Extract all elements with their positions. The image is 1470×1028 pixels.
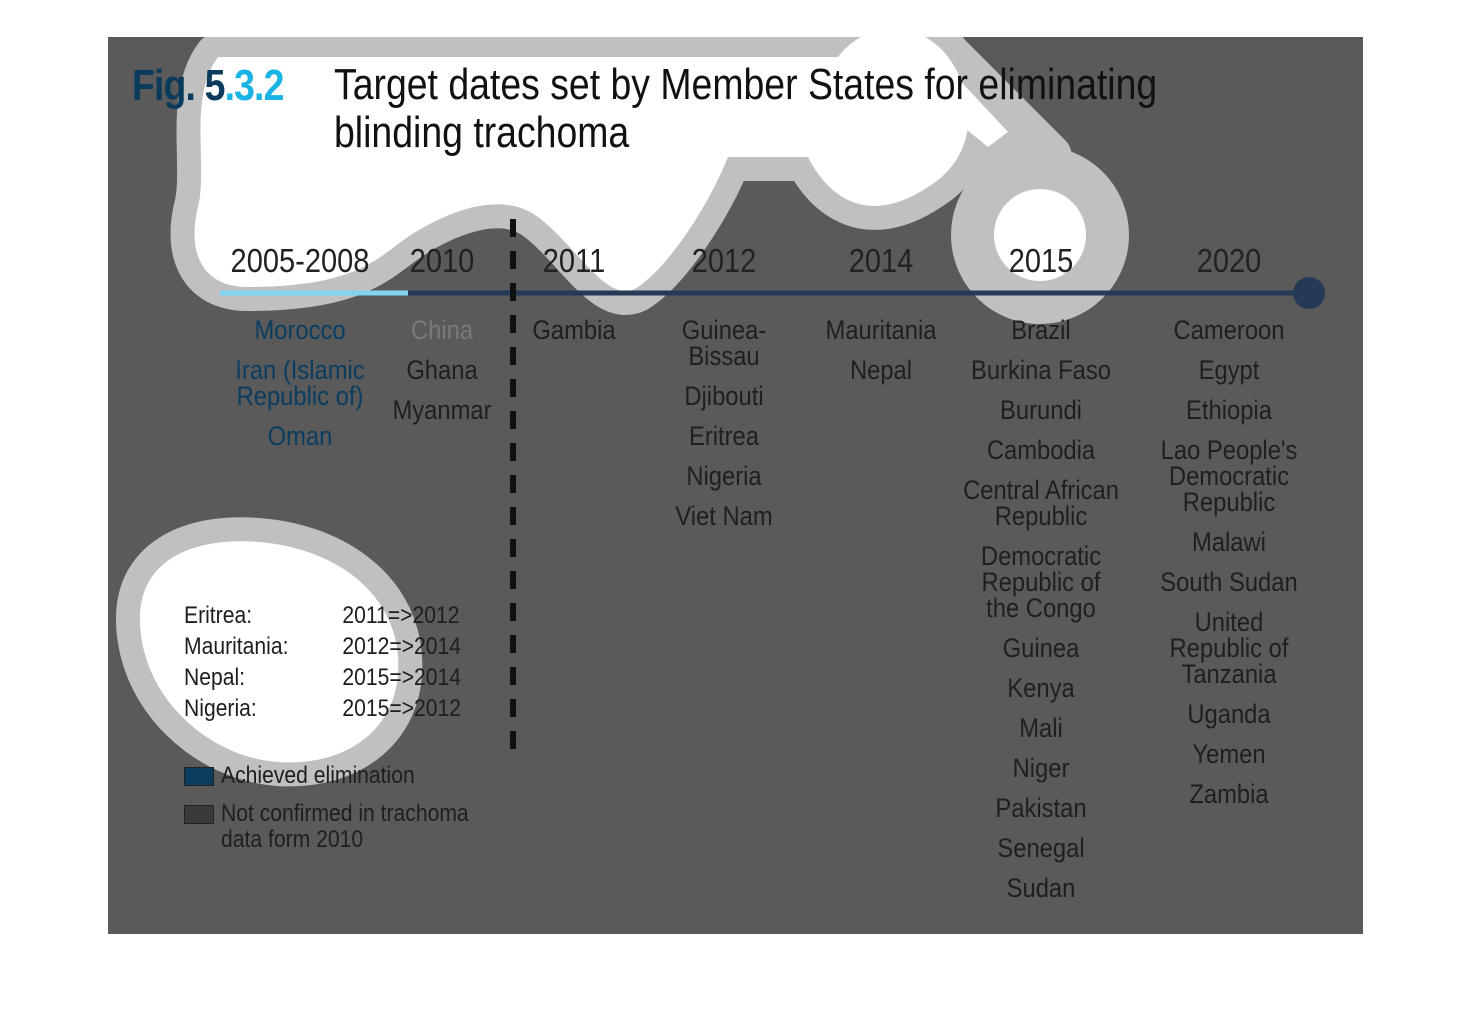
country-name: Ethiopia xyxy=(1186,395,1272,425)
figure-title: Target dates set by Member States for el… xyxy=(334,60,1158,157)
country-name: Central African Republic xyxy=(963,475,1119,531)
year-label: 2012 xyxy=(691,242,757,279)
target-date-changes: Eritrea: 2011=>2012 Mauritania: 2012=>2014… xyxy=(184,600,461,724)
year-label: 2005-2008 xyxy=(230,242,370,279)
country-name: Nigeria xyxy=(686,461,762,491)
country-name: South Sudan xyxy=(1160,567,1298,597)
country-name: Senegal xyxy=(997,833,1085,863)
country-name: Uganda xyxy=(1187,699,1271,729)
country-name: Cameroon xyxy=(1173,315,1285,345)
country-name: Viet Nam xyxy=(675,501,773,531)
country-name: Cambodia xyxy=(986,435,1096,465)
country-name: Iran (Islamic Republic of) xyxy=(235,355,365,411)
year-label: 2014 xyxy=(848,242,914,279)
country-name: Democratic Republic of the Congo xyxy=(980,541,1102,623)
country-name: Nepal xyxy=(849,355,913,385)
country-name: Oman xyxy=(267,421,333,451)
country-name: Brazil xyxy=(1011,315,1071,345)
figure-number: Fig. 5.3.2 xyxy=(132,61,284,110)
country-name: Burundi xyxy=(1000,395,1082,425)
country-column-2014: Mauritania Nepal xyxy=(824,317,938,397)
year-label: 2011 xyxy=(542,242,606,279)
figure-panel: Fig. 5.3.2 Target dates set by Member St… xyxy=(108,37,1363,934)
country-name: Pakistan xyxy=(995,793,1087,823)
change-row: Nepal: 2015=>2014 xyxy=(184,664,462,691)
country-name: Guinea-Bissau xyxy=(681,315,767,371)
year-label: 2010 xyxy=(409,242,475,279)
country-name: Morocco xyxy=(254,315,346,345)
country-name: Eritrea xyxy=(689,421,759,451)
country-name: Lao People's Democratic Republic xyxy=(1160,435,1298,517)
year-label: 2020 xyxy=(1196,242,1262,279)
country-name: Ghana xyxy=(406,355,478,385)
country-name: United Republic of Tanzania xyxy=(1169,607,1289,689)
country-column-2015: Brazil Burkina Faso Burundi Cambodia Central… xyxy=(962,317,1120,915)
country-name: Yemen xyxy=(1192,739,1266,769)
country-column-2012: Guinea-Bissau Djibouti Eritrea Nigeria Viet … xyxy=(649,317,799,543)
country-column-2010: China Ghana Myanmar xyxy=(389,317,495,437)
change-row: Eritrea: 2011=>2012 xyxy=(184,602,460,629)
country-name: Guinea xyxy=(1002,633,1080,663)
country-name: Malawi xyxy=(1192,527,1266,557)
country-name: Zambia xyxy=(1189,779,1269,809)
change-row: Nigeria: 2015=>2012 xyxy=(184,695,462,722)
country-name: Sudan xyxy=(1006,873,1076,903)
country-name: Djibouti xyxy=(684,381,764,411)
country-name: Mauritania xyxy=(825,315,937,345)
country-name: Gambia xyxy=(532,315,616,345)
country-name: Myanmar xyxy=(392,395,492,425)
legend-swatch xyxy=(184,805,214,824)
country-column-2020: Cameroon Egypt Ethiopia Lao People's Democr… xyxy=(1145,317,1312,821)
country-name: Kenya xyxy=(1007,673,1075,703)
year-label: 2015 xyxy=(1008,242,1074,279)
timeline-axis xyxy=(220,219,1325,762)
country-name: Niger xyxy=(1012,753,1070,783)
legend-swatch xyxy=(184,767,214,786)
country-name: Mali xyxy=(1019,713,1063,743)
country-name: Egypt xyxy=(1198,355,1260,385)
country-name: Burkina Faso xyxy=(970,355,1111,385)
country-column-2005-2008: Morocco Iran (Islamic Republic of) Oman xyxy=(234,317,366,463)
country-name: China xyxy=(410,315,474,345)
change-row: Mauritania: 2012=>2014 xyxy=(184,633,462,660)
timeline-end-dot xyxy=(1293,277,1325,309)
country-column-2011: Gambia xyxy=(530,317,618,357)
spotlight-overlay xyxy=(116,37,1325,787)
